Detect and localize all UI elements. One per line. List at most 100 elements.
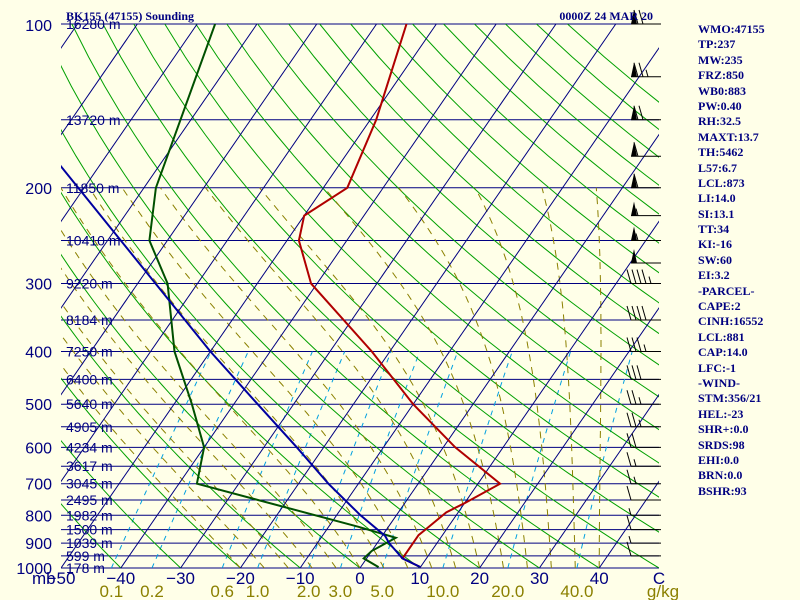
- wind-barb-full: [633, 173, 639, 188]
- wind-barb-full: [641, 269, 647, 284]
- height-label: 1039 m: [66, 535, 113, 551]
- moist-adiabat-line: [159, 187, 433, 568]
- wind-barb-full: [631, 390, 637, 405]
- temperature-tick-label: −50: [47, 569, 76, 588]
- isotherm-line: [61, 24, 377, 483]
- dry-adiabat-line: [71, 24, 600, 568]
- moist-adiabat-line: [61, 229, 337, 568]
- isotherm-line: [61, 24, 437, 568]
- dry-adiabat-line: [319, 24, 659, 335]
- index-item: RH:32.5: [698, 114, 741, 129]
- moist-adiabat-line: [474, 187, 552, 568]
- height-label: 3617 m: [66, 458, 113, 474]
- wind-barb-full: [626, 365, 632, 380]
- wind-barb-half: [648, 276, 652, 284]
- temperature-tick-label: −10: [286, 569, 315, 588]
- mixing-ratio-tick-label: 2.0: [297, 582, 321, 600]
- moist-adiabat-line: [323, 187, 504, 568]
- moist-adiabat-line: [61, 187, 361, 568]
- height-label: 1982 m: [66, 507, 113, 523]
- pressure-unit-label: mb: [32, 569, 56, 588]
- index-item: LCL:873: [698, 175, 745, 190]
- index-item: MAXT:13.7: [698, 129, 759, 144]
- wind-barb: [631, 226, 661, 241]
- mixing-ratio-line: [221, 351, 313, 568]
- mixing-ratio-line: [110, 351, 212, 568]
- moist-adiabat-lines: [61, 187, 602, 568]
- index-item: CINH:16552: [698, 314, 764, 329]
- index-item: TP:237: [698, 37, 736, 52]
- isotherm-line: [299, 47, 659, 568]
- index-item: CAPE:2: [698, 299, 741, 314]
- height-label: 8184 m: [66, 312, 113, 328]
- height-label: 4234 m: [66, 439, 113, 455]
- moist-adiabat-line: [398, 187, 528, 568]
- dry-adiabat-line: [61, 503, 122, 568]
- isobar-lines: [61, 23, 659, 569]
- wind-barb-full: [636, 305, 642, 321]
- wind-barb-full: [633, 9, 639, 25]
- mixing-ratio-tick-label: 3.0: [329, 582, 353, 600]
- station-title: BK155 (47155) Sounding: [66, 9, 194, 23]
- mixing-ratio-line: [442, 351, 513, 568]
- wind-barb-pennant: [631, 62, 637, 77]
- wind-barb-full: [633, 142, 639, 157]
- height-label: 1500 m: [66, 522, 113, 538]
- height-label: 16280 m: [66, 16, 120, 32]
- moist-adiabat-line: [595, 187, 602, 568]
- height-label: 4905 m: [66, 419, 113, 435]
- wind-barb: [626, 305, 661, 321]
- wind-barb-pennant: [631, 201, 637, 216]
- moist-adiabat-line: [61, 301, 289, 568]
- mixing-ratio-tick-label: 20.0: [491, 582, 524, 600]
- sounding-profiles: [61, 24, 502, 568]
- wind-barb-half: [633, 459, 637, 467]
- dry-adiabat-line: [133, 24, 659, 533]
- index-item: BRN:0.0: [698, 468, 743, 483]
- dry-adiabat-line: [350, 24, 659, 304]
- temperature-tick-label: −20: [226, 569, 255, 588]
- wind-barb-half: [645, 69, 649, 77]
- wind-barb-full: [631, 365, 637, 380]
- indices-panel: WMO:47155 TP:237 MW:235 FRZ:850 WB0:883 PW:0.…: [698, 22, 800, 499]
- mixing-ratio-tick-label: 0.6: [210, 582, 234, 600]
- pressure-tick-label: 500: [25, 397, 52, 414]
- height-label: 5640 m: [66, 396, 113, 412]
- mixing-ratio-line: [507, 351, 571, 568]
- wind-barb-full: [626, 269, 632, 284]
- wind-barb-full: [626, 469, 632, 484]
- isotherm-line: [61, 24, 258, 309]
- wind-barb-pennant: [631, 142, 637, 157]
- isotherm-lines: [0, 24, 659, 568]
- pressure-tick-label: 600: [25, 440, 52, 457]
- wind-barb: [631, 248, 661, 264]
- wind-barb-full: [638, 9, 644, 25]
- pressure-tick-label: 100: [25, 18, 52, 35]
- isotherm-line: [0, 24, 18, 568]
- wind-barb-full: [631, 433, 637, 448]
- index-item: -PARCEL-: [698, 283, 755, 298]
- dry-adiabat-line: [61, 439, 181, 568]
- temperature-tick-label: 40: [590, 569, 609, 588]
- wind-barb-full: [638, 105, 644, 120]
- wind-barb-full: [636, 337, 642, 352]
- pressure-tick-label: 700: [25, 477, 52, 494]
- wind-barb-full: [626, 305, 632, 321]
- temperature-tick-label: −30: [166, 569, 195, 588]
- wind-barb-full: [631, 337, 637, 352]
- isotherm-line: [61, 24, 318, 396]
- wind-barb: [626, 469, 661, 485]
- wind-barb: [628, 535, 661, 544]
- height-label: 9220 m: [66, 276, 113, 292]
- dewpoint-profile: [148, 24, 399, 568]
- dry-adiabat-line: [61, 253, 361, 568]
- index-item: TH:5462: [698, 145, 744, 160]
- mixing-ratio-tick-label: 0.2: [140, 582, 164, 600]
- wind-barb-full: [638, 62, 644, 77]
- dry-adiabat-line: [61, 377, 241, 568]
- wind-barb-full: [626, 541, 632, 557]
- wind-barb: [626, 412, 661, 428]
- dry-adiabat-line: [257, 24, 659, 398]
- wind-barb: [631, 142, 661, 157]
